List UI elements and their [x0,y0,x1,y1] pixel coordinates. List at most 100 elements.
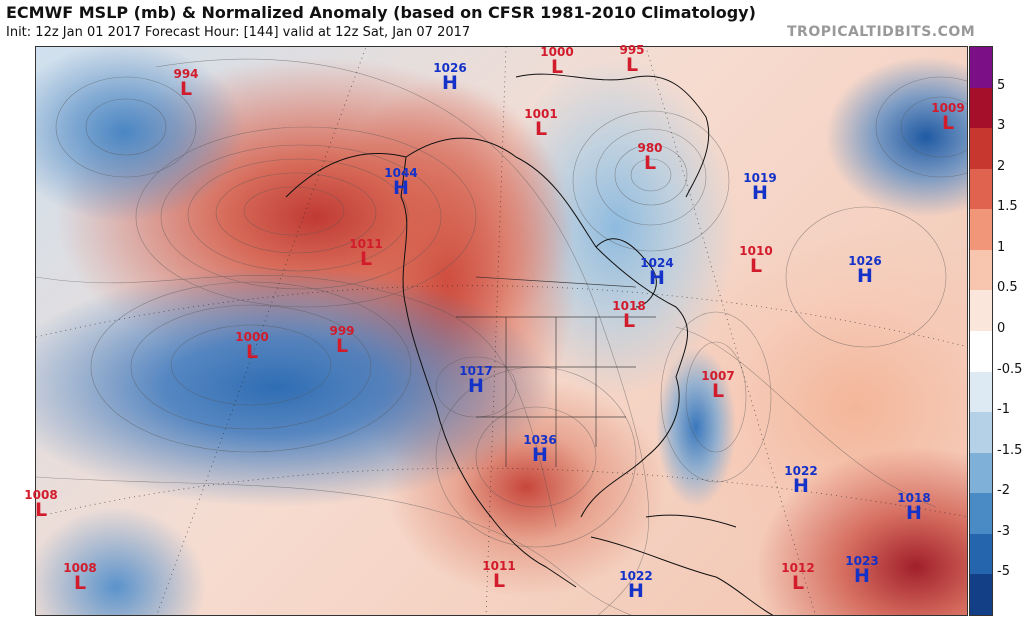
low-pressure-center: 1008 L [60,562,100,593]
center-pressure-value: 1036 [523,433,557,447]
center-symbol: L [622,310,636,332]
colorbar-tick-label: 3 [997,118,1006,134]
colorbar-tick-label: 1.5 [997,199,1018,215]
colorbar-tick-label: -2 [997,483,1010,499]
isobar [243,186,345,236]
high-pressure-center: 1024 H [637,257,677,288]
center-symbol: L [749,255,763,277]
mslp-anomaly-map [35,46,968,616]
center-pressure-value: 1018 [612,299,646,313]
center-symbol: H [649,267,665,289]
low-pressure-center: 1011 L [479,560,519,591]
isobars [36,58,967,615]
isobar [660,311,772,483]
colorbar-tick-label: -1.5 [997,442,1023,458]
isobar [685,341,747,453]
colorbar [969,46,993,616]
low-pressure-center: 1007 L [698,370,738,401]
isobar [215,172,377,254]
site-watermark: TROPICALTIDBITS.COM [787,24,976,40]
center-pressure-value: 1010 [739,244,773,258]
center-pressure-value: 1044 [384,166,418,180]
colorbar-tick-label: -5 [997,564,1010,580]
isobar [595,128,707,226]
center-pressure-value: 1011 [482,559,516,573]
center-pressure-value: 1001 [524,107,558,121]
center-symbol: H [854,565,870,587]
center-symbol: L [643,152,657,174]
center-pressure-value: 1009 [931,101,965,115]
center-symbol: H [752,182,768,204]
high-pressure-center: 1022 H [781,465,821,496]
center-symbol: L [941,112,955,134]
center-pressure-value: 1008 [63,561,97,575]
center-pressure-value: 1011 [349,237,383,251]
coastline-caribbean [645,514,737,528]
colorbar-tick-label: 0 [997,321,1006,336]
isobar [572,110,730,252]
isobar [130,304,372,430]
colorbar-tick-label: 1 [997,239,1006,255]
colorbar-segment [970,371,992,413]
high-pressure-center: 1022 H [616,570,656,601]
center-pressure-value: 1023 [845,554,879,568]
low-pressure-center: 999 L [322,325,362,356]
map-title: ECMWF MSLP (mb) & Normalized Anomaly (ba… [6,3,756,22]
colorbar-segment [970,493,992,534]
graticule-line [485,47,507,615]
colorbar-segment [970,209,992,250]
isobar [90,281,412,453]
isobar [675,326,937,508]
low-pressure-center: 1018 L [609,300,649,331]
center-symbol: L [534,118,548,140]
coastline-west [285,152,577,588]
low-pressure-center: 994 L [166,68,206,99]
center-symbol: L [492,570,506,592]
isobar [475,406,597,508]
isobar [36,476,632,615]
colorbar-segment [970,87,992,129]
coastline-arctic [515,73,710,198]
isobar [630,158,672,192]
center-symbol: H [393,177,409,199]
map-subtitle: Init: 12z Jan 01 2017 Forecast Hour: [14… [6,25,471,40]
colorbar-segment [970,47,992,88]
center-pressure-value: 1026 [433,61,467,75]
center-symbol: H [468,375,484,397]
graticule [36,47,967,615]
center-symbol: L [73,572,87,594]
low-pressure-center: 1011 L [346,238,386,269]
center-pressure-value: 1019 [743,171,777,185]
isobar [55,76,197,178]
low-pressure-center: 980 L [630,142,670,173]
colorbar-tick-label: -1 [997,402,1010,418]
center-pressure-value: 999 [329,324,355,338]
high-pressure-center: 1026 H [430,62,470,93]
colorbar-segment [970,412,992,453]
center-pressure-value: 1007 [701,369,735,383]
low-pressure-center: 1000 L [537,46,577,77]
coastline-central-america [590,536,774,615]
graticule-line [36,467,967,518]
high-pressure-center: 1044 H [381,167,421,198]
isobar [85,98,167,156]
isobar [614,144,688,206]
isobar [155,58,650,615]
high-pressure-center: 1018 H [894,492,934,523]
center-symbol: H [857,265,873,287]
isobar [170,324,332,406]
state-borders [456,276,656,467]
center-pressure-value: 1012 [781,561,815,575]
colorbar-segment [970,290,992,331]
colorbar-segment [970,452,992,494]
center-symbol: L [179,78,193,100]
hudson-bay [595,238,657,308]
center-symbol: L [245,341,259,363]
center-symbol: L [335,335,349,357]
colorbar-tick-label: 5 [997,77,1006,93]
colorbar-tick-label: -0.5 [997,361,1023,377]
colorbar-segment [970,128,992,169]
isobar [900,96,967,158]
center-symbol: L [359,248,373,270]
low-pressure-center: 1001 L [521,108,561,139]
